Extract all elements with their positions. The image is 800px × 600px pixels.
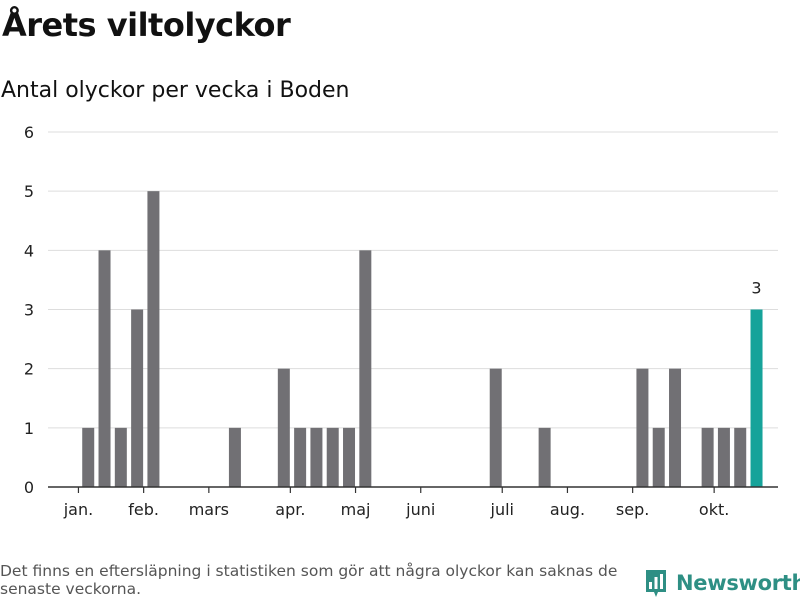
x-tick-label: okt. <box>699 500 729 519</box>
x-tick-label: sep. <box>616 500 649 519</box>
brand-name: Newsworthy <box>676 571 800 595</box>
bar-week-27 <box>489 368 502 487</box>
bar-week-38 <box>669 368 682 487</box>
x-tick-label: juli <box>490 500 514 519</box>
y-tick-label: 3 <box>24 301 34 320</box>
x-tick-label: mars <box>189 500 229 519</box>
y-tick-label: 0 <box>24 478 34 497</box>
brand[interactable]: Newsworthy <box>644 568 800 598</box>
x-tick-label: feb. <box>128 500 159 519</box>
x-tick-label: aug. <box>550 500 585 519</box>
newsworthy-logo-icon <box>646 570 666 597</box>
x-tick-label: juni <box>405 500 435 519</box>
chart-subtitle: Antal olyckor per vecka i Boden <box>1 78 350 103</box>
bar-week-15 <box>294 427 307 487</box>
bar-week-18 <box>343 427 356 487</box>
bar-week-5 <box>131 309 144 487</box>
bar-week-36 <box>636 368 649 487</box>
bar-week-30 <box>538 427 551 487</box>
bar-week-4 <box>114 427 127 487</box>
bar-week-14 <box>277 368 290 487</box>
chart-title: Årets viltolyckor <box>2 6 291 44</box>
x-tick-label: apr. <box>275 500 305 519</box>
bar-week-2 <box>82 427 95 487</box>
bar-week-6 <box>147 191 160 487</box>
footnote: Det finns en eftersläpning i statistiken… <box>0 562 618 598</box>
bar-week-3 <box>98 250 111 487</box>
bar-current-week <box>750 309 763 487</box>
current-week-value-label: 3 <box>751 279 761 298</box>
y-tick-label: 5 <box>24 182 34 201</box>
bar-week-42 <box>734 427 747 487</box>
bar-week-41 <box>717 427 730 487</box>
y-tick-label: 4 <box>24 241 34 260</box>
bar-week-37 <box>652 427 665 487</box>
y-tick-label: 6 <box>24 123 34 142</box>
x-tick-label: jan. <box>63 500 93 519</box>
bar-week-11 <box>228 427 241 487</box>
bar-week-16 <box>310 427 323 487</box>
y-tick-label: 1 <box>24 419 34 438</box>
bar-week-17 <box>326 427 339 487</box>
bar-week-19 <box>359 250 372 487</box>
bar-chart: 0 1 2 3 4 5 6 3 jan. feb. mars apr. maj juni juli aug. s… <box>24 123 778 519</box>
y-tick-label: 2 <box>24 360 34 379</box>
bar-week-40 <box>701 427 714 487</box>
x-tick-label: maj <box>341 500 371 519</box>
